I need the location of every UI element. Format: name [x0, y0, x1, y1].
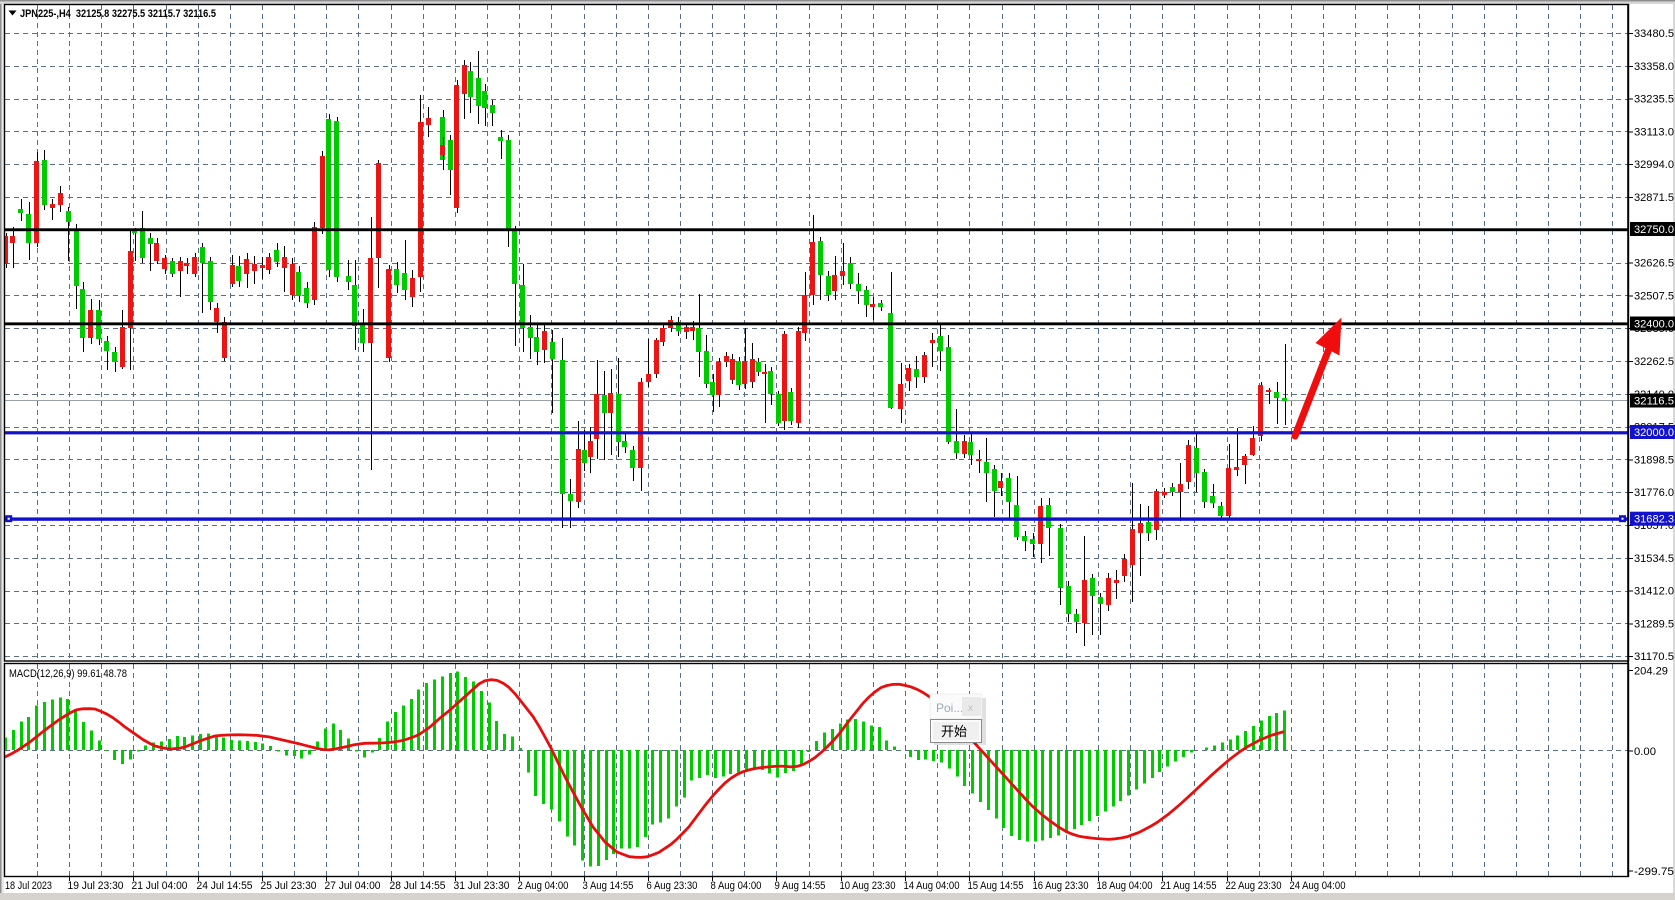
svg-text:32507.5: 32507.5 — [1634, 290, 1674, 302]
svg-text:27 Jul 04:00: 27 Jul 04:00 — [325, 880, 381, 892]
svg-text:9 Aug 14:55: 9 Aug 14:55 — [775, 880, 826, 892]
svg-text:8 Aug 04:00: 8 Aug 04:00 — [711, 880, 762, 892]
svg-text:0.00: 0.00 — [1634, 746, 1656, 758]
svg-text:-299.75: -299.75 — [1634, 866, 1674, 878]
svg-text:31170.5: 31170.5 — [1634, 651, 1674, 663]
svg-text:31898.5: 31898.5 — [1634, 454, 1674, 466]
svg-text:MACD(12,26,9) 99.61 48.78: MACD(12,26,9) 99.61 48.78 — [9, 668, 127, 680]
svg-text:31412.0: 31412.0 — [1634, 586, 1674, 598]
svg-text:10 Aug 23:30: 10 Aug 23:30 — [840, 880, 896, 892]
svg-text:33480.5: 33480.5 — [1634, 28, 1674, 40]
svg-text:204.29: 204.29 — [1634, 666, 1668, 678]
svg-text:31776.0: 31776.0 — [1634, 487, 1674, 499]
svg-text:33358.0: 33358.0 — [1634, 61, 1674, 73]
svg-text:25 Jul 23:30: 25 Jul 23:30 — [261, 880, 317, 892]
svg-text:32000.0: 32000.0 — [1634, 427, 1674, 439]
svg-text:14 Aug 04:00: 14 Aug 04:00 — [904, 880, 960, 892]
svg-text:2 Aug 04:00: 2 Aug 04:00 — [518, 880, 569, 892]
svg-text:6 Aug 23:30: 6 Aug 23:30 — [647, 880, 698, 892]
svg-text:3 Aug 14:55: 3 Aug 14:55 — [583, 880, 634, 892]
svg-text:15 Aug 14:55: 15 Aug 14:55 — [968, 880, 1024, 892]
svg-text:31534.5: 31534.5 — [1634, 553, 1674, 565]
svg-text:开始: 开始 — [941, 724, 967, 739]
svg-text:16 Aug 23:30: 16 Aug 23:30 — [1033, 880, 1089, 892]
svg-text:31682.3: 31682.3 — [1634, 514, 1674, 526]
svg-text:32400.0: 32400.0 — [1634, 319, 1674, 331]
svg-text:JPN225-,H4 32125.8 32275.5 32: JPN225-,H4 32125.8 32275.5 32115.7 32116… — [20, 8, 216, 20]
svg-text:21 Aug 14:55: 21 Aug 14:55 — [1161, 880, 1217, 892]
svg-text:33235.5: 33235.5 — [1634, 94, 1674, 106]
svg-text:33113.0: 33113.0 — [1634, 126, 1674, 138]
svg-text:32626.5: 32626.5 — [1634, 258, 1674, 270]
svg-text:24 Jul 14:55: 24 Jul 14:55 — [197, 880, 253, 892]
svg-text:x: x — [968, 703, 973, 714]
svg-text:28 Jul 14:55: 28 Jul 14:55 — [390, 880, 446, 892]
svg-text:32994.0: 32994.0 — [1634, 159, 1674, 171]
svg-text:19 Jul 23:30: 19 Jul 23:30 — [68, 880, 124, 892]
svg-text:22 Aug 23:30: 22 Aug 23:30 — [1226, 880, 1282, 892]
svg-text:Poi...: Poi... — [936, 701, 963, 715]
svg-text:21 Jul 04:00: 21 Jul 04:00 — [132, 880, 188, 892]
svg-text:32262.5: 32262.5 — [1634, 356, 1674, 368]
svg-text:32871.5: 32871.5 — [1634, 192, 1674, 204]
svg-text:32116.5: 32116.5 — [1634, 396, 1674, 408]
svg-text:31 Jul 23:30: 31 Jul 23:30 — [454, 880, 510, 892]
svg-text:32750.0: 32750.0 — [1634, 224, 1674, 236]
svg-text:18 Aug 04:00: 18 Aug 04:00 — [1097, 880, 1153, 892]
svg-text:31289.5: 31289.5 — [1634, 618, 1674, 630]
svg-text:24 Aug 04:00: 24 Aug 04:00 — [1290, 880, 1346, 892]
svg-text:18 Jul 2023: 18 Jul 2023 — [5, 880, 52, 892]
